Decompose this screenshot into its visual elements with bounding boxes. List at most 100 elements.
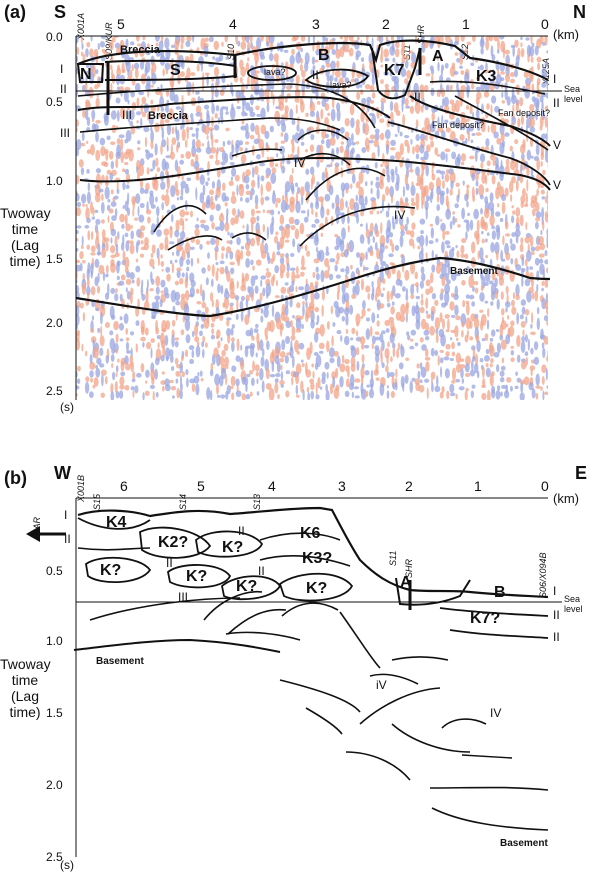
seismic-wiggle	[186, 266, 190, 272]
seismic-wiggle	[283, 132, 289, 143]
seismic-wiggle	[410, 230, 415, 238]
seismic-wiggle	[305, 83, 311, 90]
seismic-wiggle	[500, 83, 504, 89]
seismic-wiggle	[441, 318, 446, 330]
seismic-wiggle	[270, 90, 273, 98]
seismic-wiggle	[449, 383, 455, 393]
seismic-wiggle	[409, 345, 415, 350]
seismic-wiggle	[465, 105, 470, 111]
seismic-wiggle	[218, 146, 225, 153]
seismic-wiggle	[294, 749, 298, 756]
seismic-wiggle	[103, 51, 109, 55]
seismic-wiggle	[155, 89, 161, 96]
seismic-wiggle	[301, 712, 306, 720]
seismic-wiggle	[243, 175, 250, 184]
seismic-wiggle	[236, 627, 242, 637]
seismic-wiggle	[210, 322, 215, 328]
seismic-wiggle	[230, 106, 236, 120]
seismic-wiggle	[331, 96, 335, 109]
seismic-wiggle	[123, 762, 129, 772]
seismic-wiggle	[134, 737, 139, 750]
seismic-wiggle	[110, 228, 117, 237]
seismic-wiggle	[85, 558, 90, 572]
seismic-wiggle	[111, 672, 116, 682]
seismic-wiggle	[360, 315, 364, 320]
seismic-wiggle	[100, 369, 107, 376]
seismic-wiggle	[94, 747, 99, 757]
seismic-wiggle	[137, 205, 140, 217]
seismic-wiggle	[278, 534, 284, 539]
seismic-wiggle	[156, 752, 162, 764]
seismic-wiggle	[76, 633, 80, 644]
seismic-wiggle	[419, 280, 424, 289]
seismic-wiggle	[333, 387, 340, 399]
seismic-wiggle	[305, 112, 309, 118]
seismic-wiggle	[469, 105, 473, 115]
seismic-wiggle	[404, 59, 409, 69]
seismic-wiggle	[256, 719, 260, 728]
seismic-wiggle	[215, 335, 219, 340]
seismic-wiggle	[80, 142, 86, 147]
seismic-wiggle	[165, 732, 170, 746]
seismic-wiggle	[109, 40, 114, 51]
seismic-wiggle	[514, 62, 519, 68]
seismic-wiggle	[266, 854, 271, 857]
seismic-wiggle	[231, 191, 235, 196]
seismic-wiggle	[234, 214, 239, 225]
seismic-wiggle	[345, 200, 348, 208]
seismic-wiggle	[283, 49, 289, 53]
seismic-wiggle	[439, 312, 443, 323]
seismic-wiggle	[242, 609, 245, 615]
seismic-wiggle	[464, 390, 468, 400]
seismic-wiggle	[141, 635, 145, 646]
seismic-wiggle	[279, 270, 284, 279]
seismic-wiggle	[286, 728, 291, 732]
seismic-wiggle	[449, 358, 455, 362]
seismic-wiggle	[483, 354, 490, 362]
seismic-wiggle	[275, 197, 281, 204]
seismic-wiggle	[402, 381, 405, 393]
seismic-wiggle	[178, 246, 184, 251]
seismic-wiggle	[390, 193, 394, 204]
seismic-wiggle	[178, 787, 185, 798]
seismic-wiggle	[86, 244, 90, 250]
seismic-wiggle	[201, 143, 205, 147]
seismic-wiggle	[161, 328, 167, 332]
seismic-wiggle	[286, 847, 290, 852]
seismic-wiggle	[85, 827, 91, 833]
seismic-wiggle	[376, 210, 380, 215]
seismic-wiggle	[95, 535, 100, 548]
seismic-wiggle	[140, 712, 145, 724]
seismic-wiggle	[99, 513, 104, 525]
seismic-wiggle	[457, 341, 461, 347]
seismic-wiggle	[525, 356, 529, 366]
seismic-wiggle	[216, 805, 219, 810]
seismic-wiggle	[85, 599, 92, 612]
seismic-wiggle	[76, 119, 79, 127]
seismic-wiggle	[268, 547, 274, 555]
seismic-wiggle	[249, 94, 254, 106]
seismic-wiggle	[234, 607, 241, 613]
seismic-wiggle	[176, 387, 180, 399]
seismic-wiggle	[394, 244, 400, 251]
seismic-wiggle	[479, 38, 485, 49]
basement-horizon-b	[73, 638, 281, 653]
seismic-wiggle	[395, 181, 400, 192]
seismic-wiggle	[249, 111, 256, 118]
seismic-wiggle	[264, 663, 269, 674]
seismic-wiggle	[365, 164, 370, 175]
seismic-wiggle	[393, 81, 400, 92]
seismic-wiggle	[202, 640, 206, 651]
seismic-wiggle	[76, 572, 80, 581]
seismic-wiggle	[535, 373, 540, 386]
seismic-wiggle	[294, 501, 298, 509]
seismic-wiggle	[149, 831, 156, 842]
seismic-wiggle	[149, 766, 155, 777]
seismic-wiggle	[499, 334, 504, 341]
seismic-wiggle	[214, 687, 220, 692]
seismic-wiggle	[180, 383, 183, 392]
seismic-wiggle	[299, 839, 303, 845]
seismic-wiggle	[99, 347, 104, 357]
seismic-wiggle	[214, 826, 220, 832]
seismic-wiggle	[143, 242, 149, 251]
